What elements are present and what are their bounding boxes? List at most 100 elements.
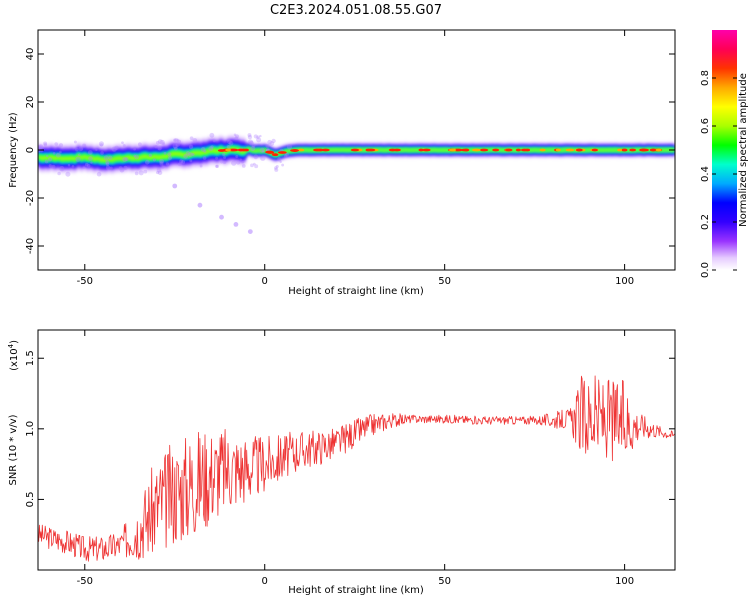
- spectrogram-speckle: [121, 141, 124, 145]
- spectrogram-speckle: [59, 165, 65, 172]
- spectrogram-speckle: [172, 143, 178, 149]
- colorbar: 0.0 0.2 0.4 0.6 0.8 Normalized spectral ampl…: [700, 30, 749, 278]
- spectrogram-speckle: [212, 139, 216, 143]
- spectrogram-speckle: [277, 157, 282, 162]
- spectrogram-speckle: [286, 144, 293, 150]
- spectrogram-speckle: [155, 140, 160, 145]
- spectrogram-speckle: [173, 138, 177, 142]
- spectrogram-speckle: [241, 160, 245, 164]
- spectrogram-speckle: [283, 154, 288, 158]
- spectrogram-speckle: [118, 166, 123, 171]
- spectrogram-peak: [350, 148, 360, 152]
- spectrogram-peak: [217, 149, 226, 152]
- spectrogram-peak: [422, 148, 431, 152]
- spectrogram-speckle: [215, 164, 219, 168]
- spectrogram-speckle: [119, 167, 125, 173]
- spectrogram-speckle: [266, 148, 270, 152]
- spectrogram-speckle: [179, 159, 184, 164]
- spectrogram-speckle: [159, 139, 165, 145]
- spectrogram-speckle: [210, 145, 214, 149]
- spectrogram-peak: [455, 148, 463, 152]
- snr-y-label: SNR (10 * v/v): [8, 414, 19, 485]
- spectrogram-speckle: [176, 138, 180, 142]
- spectrogram-speckle: [274, 166, 278, 170]
- snr-y-tick-label: 1.0: [25, 421, 36, 437]
- spectrogram-speckle: [152, 158, 156, 162]
- spectrogram-speckle: [231, 160, 237, 166]
- spectrogram-y-tick-label: -20: [25, 190, 36, 206]
- spectrogram-peak: [471, 148, 481, 152]
- spectrogram-speckle: [228, 140, 234, 146]
- spectrogram-y-label: Frequency (Hz): [8, 112, 19, 188]
- spectrogram-speckle: [82, 166, 86, 169]
- spectrogram-peak: [392, 148, 401, 152]
- spectrogram-speckle: [100, 151, 104, 155]
- spectrogram-speckle: [235, 160, 241, 165]
- spectrogram-speckle: [200, 146, 206, 152]
- snr-panel: -50 0 50 100 0.5 1.0 1.5 Height of straight l…: [7, 329, 676, 596]
- spectrogram-y-tick-label: 20: [25, 96, 36, 109]
- spectrogram-speckle: [54, 142, 58, 146]
- spectrogram-speckle: [249, 140, 254, 146]
- colorbar-tick-label: 0.4: [700, 166, 711, 182]
- spectrogram-speckle: [133, 147, 137, 151]
- spectrogram-speckle: [222, 152, 226, 156]
- colorbar-gradient: [712, 30, 737, 270]
- spectrogram-speckle: [88, 156, 93, 161]
- spectrogram-peak: [290, 149, 300, 152]
- spectrogram-speckle: [90, 161, 93, 164]
- spectrogram-speckle: [122, 143, 126, 147]
- spectrogram-peak: [464, 148, 470, 152]
- spectrogram-peak: [321, 148, 330, 152]
- spectrogram-speckle: [124, 157, 129, 162]
- spectrogram-speckle: [175, 142, 180, 147]
- spectrogram-speckle: [51, 164, 56, 169]
- spectrogram-speckle: [165, 162, 170, 166]
- spectrogram-peak: [418, 148, 424, 152]
- spectrogram-speckle: [59, 143, 64, 148]
- spectrogram-speckle: [78, 146, 84, 152]
- snr-x-axis: -50 0 50 100: [77, 330, 634, 587]
- spectrogram-speckle: [43, 141, 48, 146]
- snr-x-label: Height of straight line (km): [288, 585, 424, 596]
- spectrogram-speckle: [99, 143, 104, 147]
- spectrogram-speckle: [259, 147, 265, 153]
- snr-x-tick-label: 50: [438, 576, 451, 587]
- colorbar-label: Normalized spectral amplitude: [738, 73, 749, 227]
- spectrogram-speckle: [192, 137, 198, 143]
- spectrogram-x-tick-label: 50: [438, 276, 451, 287]
- spectrogram-peak: [225, 148, 232, 152]
- spectrogram-speckle: [38, 144, 44, 150]
- spectrogram-peak: [640, 148, 646, 152]
- spectrogram-band: [38, 147, 675, 163]
- spectrogram-speckle: [95, 148, 98, 152]
- spectrogram-speckle: [43, 143, 48, 147]
- spectrogram-speckle: [78, 153, 81, 157]
- spectrogram-peak: [316, 148, 324, 152]
- colorbar-tick-label: 0.6: [700, 118, 711, 134]
- spectrogram-speckle: [274, 167, 279, 172]
- spectrogram-speckle: [250, 145, 256, 152]
- spectrogram-speckle: [265, 143, 270, 148]
- spectrogram-speckle: [155, 170, 160, 175]
- spectrogram-speckle: [105, 165, 111, 170]
- spectrogram-peak: [277, 151, 287, 154]
- spectrogram-speckle: [48, 164, 52, 168]
- spectrogram-panel: -50 0 50 100 -40 -20 0 20 40 Height of straight…: [8, 29, 676, 297]
- spectrogram-speckle: [65, 171, 71, 177]
- spectrogram-trail-point: [219, 214, 224, 220]
- spectrogram-speckle: [75, 147, 79, 152]
- snr-series: [38, 375, 675, 562]
- spectrogram-speckle: [233, 133, 237, 137]
- spectrogram-speckle: [103, 155, 109, 161]
- spectrogram-speckle: [57, 171, 61, 176]
- spectrogram-speckle: [226, 138, 230, 142]
- spectrogram-speckle: [105, 160, 110, 165]
- spectrogram-peak: [617, 148, 623, 152]
- spectrogram-trail-point: [172, 183, 178, 189]
- spectrogram-speckle: [250, 163, 254, 168]
- spectrogram-speckle: [163, 151, 167, 155]
- spectrogram-speckle: [123, 165, 128, 170]
- spectrogram-speckle: [180, 160, 186, 165]
- spectrogram-speckle: [73, 140, 77, 144]
